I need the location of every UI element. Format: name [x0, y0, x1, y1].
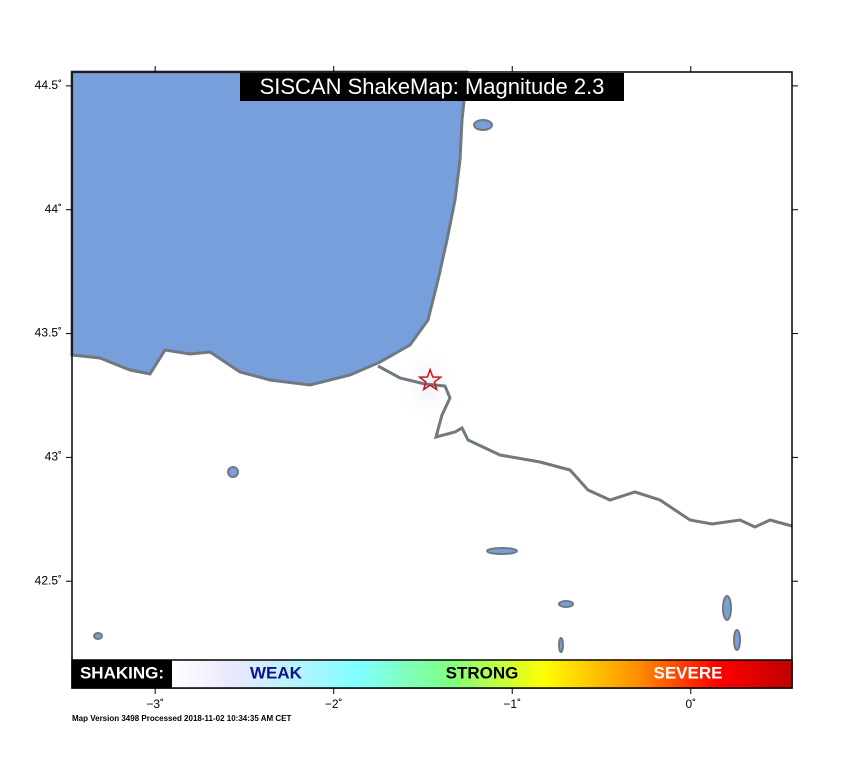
legend: SHAKING: WEAK STRONG SEVERE: [71, 659, 793, 689]
border: [377, 364, 793, 529]
title-box: [240, 73, 624, 101]
map-title: SISCAN ShakeMap: Magnitude 2.3: [260, 74, 605, 99]
map-area: [70, 70, 793, 689]
epicenter: [417, 367, 443, 392]
lakes: [93, 119, 741, 653]
legend-label: STRONG: [446, 663, 519, 682]
x-tick-label: −1˚: [503, 697, 521, 711]
x-tick-label: −2˚: [325, 697, 343, 711]
y-tick-label: 44˚: [45, 202, 62, 216]
legend-label: SEVERE: [654, 663, 723, 682]
y-tick-label: 43.5˚: [35, 326, 62, 340]
legend-heading: SHAKING:: [80, 663, 164, 682]
legend-frame: [71, 659, 793, 689]
x-tick-label: 0˚: [685, 697, 696, 711]
x-tick-label: −3˚: [146, 697, 164, 711]
shaking-scale: [172, 660, 792, 688]
y-tick-label: 42.5˚: [35, 573, 62, 587]
y-tick-label: 44.5˚: [35, 78, 62, 92]
footer: Map Version 3498 Processed 2018-11-02 10…: [72, 714, 291, 723]
y-tick-label: 43˚: [45, 450, 62, 464]
ocean: [70, 70, 469, 387]
legend-heading-box: [72, 660, 172, 688]
legend-label: WEAK: [250, 663, 303, 682]
